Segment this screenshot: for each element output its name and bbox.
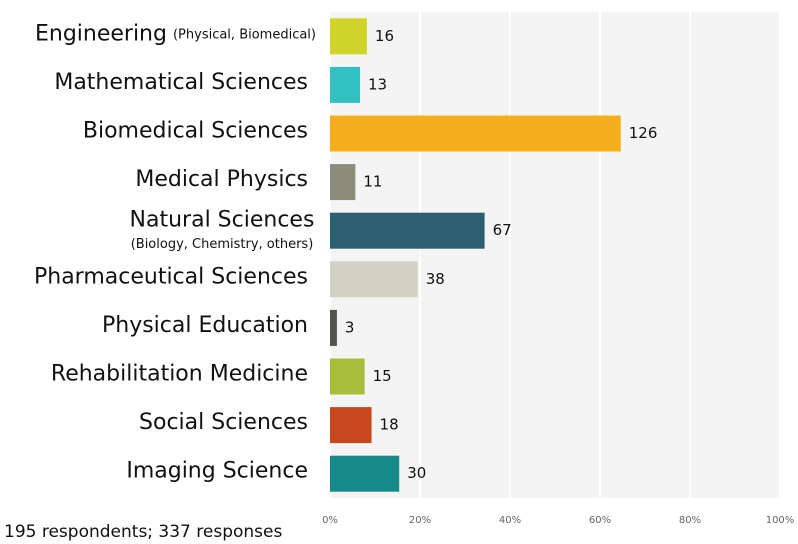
value-label: 38 <box>426 270 445 288</box>
category-label: Mathematical Sciences <box>54 70 308 95</box>
bar <box>330 358 365 395</box>
x-tick-label: 100% <box>766 515 795 526</box>
bar <box>330 309 337 346</box>
bar <box>330 66 360 103</box>
category-label: Medical Physics <box>135 167 308 192</box>
bar <box>330 18 367 55</box>
category-note: (Physical, Biomedical) <box>173 27 316 42</box>
bar <box>330 115 621 152</box>
category-name: Engineering <box>35 21 167 46</box>
bar <box>330 455 400 492</box>
category-label: Biomedical Sciences <box>83 119 308 144</box>
category-note: (Biology, Chemistry, others) <box>131 237 314 252</box>
bar <box>330 212 485 249</box>
value-label: 18 <box>380 416 399 434</box>
category-label: Rehabilitation Medicine <box>51 362 308 387</box>
x-tick-label: 20% <box>409 515 431 526</box>
value-label: 30 <box>407 464 426 482</box>
bar <box>330 261 418 298</box>
value-label: 11 <box>363 173 382 191</box>
value-label: 15 <box>373 367 392 385</box>
x-tick-label: 0% <box>322 515 338 526</box>
x-tick-label: 60% <box>589 515 611 526</box>
value-label: 3 <box>345 318 355 336</box>
value-label: 16 <box>375 27 394 45</box>
plot-background <box>330 12 780 498</box>
category-label: Pharmaceutical Sciences <box>34 264 308 289</box>
x-tick-label: 40% <box>499 515 521 526</box>
category-label: Natural Sciences <box>130 208 315 233</box>
bar <box>330 164 356 201</box>
x-tick-label: 80% <box>679 515 701 526</box>
value-label: 67 <box>493 221 512 239</box>
bar <box>330 407 372 444</box>
value-label: 126 <box>629 124 658 142</box>
value-label: 13 <box>368 75 387 93</box>
category-label: Social Sciences <box>139 410 308 435</box>
footnote: 195 respondents; 337 responses <box>4 522 282 542</box>
category-label: Imaging Science <box>126 459 308 484</box>
category-label: Engineering (Physical, Biomedical) <box>35 21 316 46</box>
category-label: Physical Education <box>102 313 308 338</box>
